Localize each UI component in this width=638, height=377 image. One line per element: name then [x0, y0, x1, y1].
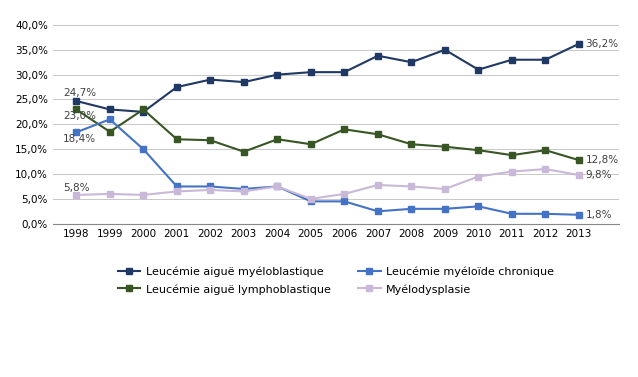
Myélodysplasie [240, 189, 248, 194]
Myélodysplasie [475, 174, 482, 179]
Leucémie aiguë lymphoblastique [508, 153, 516, 158]
Leucémie myéloïde chronique [575, 213, 582, 217]
Leucémie myéloïde chronique [274, 184, 281, 189]
Leucémie aiguë myéloblastique [374, 54, 382, 58]
Leucémie aiguë myéloblastique [73, 99, 80, 103]
Myélodysplasie [374, 183, 382, 187]
Leucémie myéloïde chronique [307, 199, 315, 204]
Leucémie aiguë myéloblastique [240, 80, 248, 84]
Leucémie aiguë myéloblastique [441, 48, 449, 52]
Myélodysplasie [73, 193, 80, 197]
Leucémie myéloïde chronique [73, 130, 80, 135]
Leucémie aiguë myéloblastique [307, 70, 315, 74]
Leucémie aiguë lymphoblastique [575, 158, 582, 162]
Myélodysplasie [575, 173, 582, 177]
Myélodysplasie [408, 184, 415, 189]
Text: 23,0%: 23,0% [63, 111, 96, 121]
Leucémie myéloïde chronique [341, 199, 348, 204]
Leucémie aiguë lymphoblastique [542, 148, 549, 152]
Myélodysplasie [341, 192, 348, 196]
Leucémie aiguë myéloblastique [274, 72, 281, 77]
Leucémie aiguë lymphoblastique [140, 107, 147, 112]
Myélodysplasie [106, 192, 114, 196]
Leucémie aiguë myéloblastique [341, 70, 348, 74]
Leucémie myéloïde chronique [140, 147, 147, 152]
Leucémie aiguë lymphoblastique [475, 148, 482, 152]
Leucémie myéloïde chronique [106, 117, 114, 122]
Leucémie aiguë lymphoblastique [106, 130, 114, 134]
Leucémie aiguë myéloblastique [575, 41, 582, 46]
Myélodysplasie [274, 184, 281, 189]
Leucémie aiguë lymphoblastique [73, 107, 80, 112]
Leucémie aiguë lymphoblastique [374, 132, 382, 136]
Leucémie aiguë myéloblastique [508, 57, 516, 62]
Leucémie aiguë lymphoblastique [307, 142, 315, 147]
Leucémie myéloïde chronique [408, 207, 415, 211]
Myélodysplasie [140, 193, 147, 197]
Leucémie myéloïde chronique [374, 209, 382, 214]
Line: Leucémie aiguë myéloblastique: Leucémie aiguë myéloblastique [73, 41, 582, 115]
Text: 36,2%: 36,2% [586, 39, 619, 49]
Text: 18,4%: 18,4% [63, 134, 96, 144]
Myélodysplasie [508, 169, 516, 174]
Myélodysplasie [441, 187, 449, 191]
Text: 12,8%: 12,8% [586, 155, 619, 165]
Leucémie aiguë lymphoblastique [274, 137, 281, 141]
Leucémie aiguë lymphoblastique [207, 138, 214, 143]
Leucémie myéloïde chronique [173, 184, 181, 189]
Leucémie myéloïde chronique [475, 204, 482, 208]
Leucémie aiguë myéloblastique [207, 77, 214, 82]
Leucémie aiguë lymphoblastique [240, 149, 248, 154]
Leucémie aiguë myéloblastique [542, 57, 549, 62]
Leucémie myéloïde chronique [240, 187, 248, 191]
Leucémie aiguë myéloblastique [475, 67, 482, 72]
Leucémie myéloïde chronique [207, 184, 214, 189]
Text: 9,8%: 9,8% [586, 170, 612, 180]
Line: Myélodysplasie: Myélodysplasie [73, 166, 582, 202]
Myélodysplasie [207, 188, 214, 192]
Myélodysplasie [173, 189, 181, 194]
Text: 24,7%: 24,7% [63, 89, 96, 98]
Leucémie aiguë myéloblastique [140, 110, 147, 114]
Leucémie myéloïde chronique [441, 207, 449, 211]
Leucémie aiguë myéloblastique [106, 107, 114, 112]
Text: 5,8%: 5,8% [63, 183, 89, 193]
Text: 1,8%: 1,8% [586, 210, 612, 220]
Myélodysplasie [307, 197, 315, 201]
Leucémie aiguë myéloblastique [173, 85, 181, 89]
Leucémie aiguë lymphoblastique [441, 144, 449, 149]
Legend: Leucémie aiguë myéloblastique, Leucémie aiguë lymphoblastique, Leucémie myéloïde: Leucémie aiguë myéloblastique, Leucémie … [118, 267, 554, 294]
Leucémie myéloïde chronique [508, 211, 516, 216]
Leucémie aiguë lymphoblastique [408, 142, 415, 147]
Line: Leucémie myéloïde chronique: Leucémie myéloïde chronique [73, 116, 582, 218]
Leucémie myéloïde chronique [542, 211, 549, 216]
Leucémie aiguë lymphoblastique [173, 137, 181, 141]
Line: Leucémie aiguë lymphoblastique: Leucémie aiguë lymphoblastique [73, 107, 582, 163]
Leucémie aiguë lymphoblastique [341, 127, 348, 132]
Myélodysplasie [542, 167, 549, 171]
Leucémie aiguë myéloblastique [408, 60, 415, 64]
